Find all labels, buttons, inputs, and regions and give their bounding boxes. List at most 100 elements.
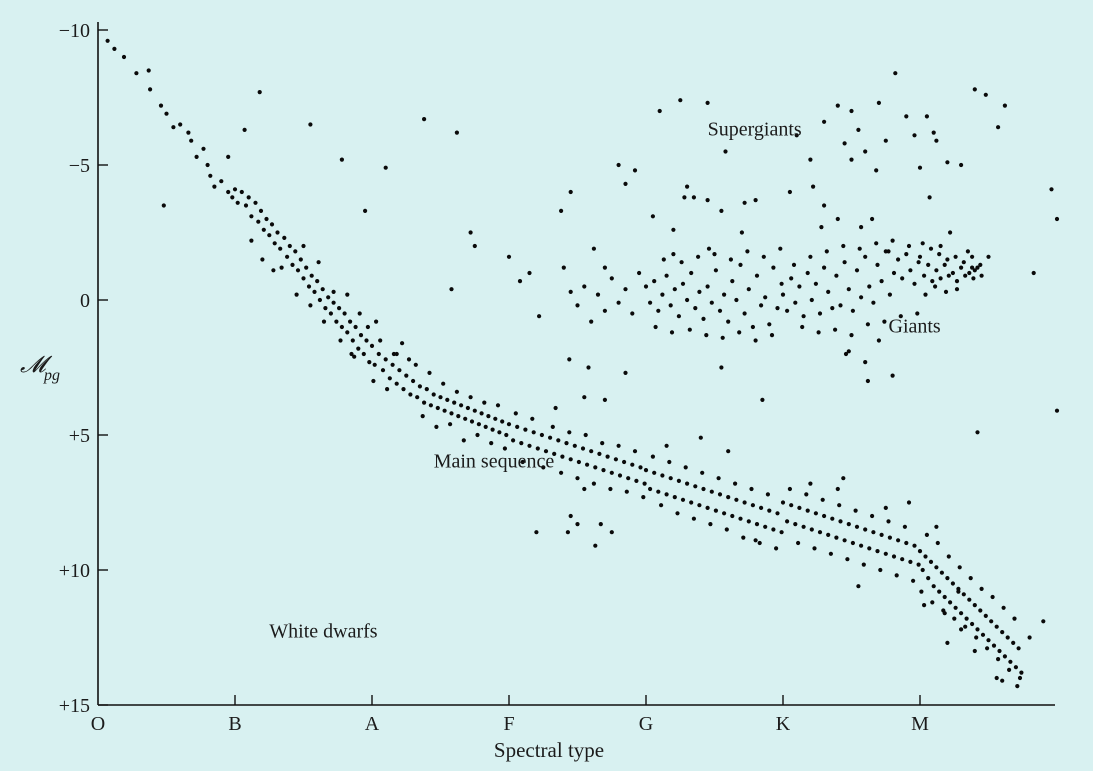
star-point <box>890 238 895 243</box>
star-point <box>431 392 436 397</box>
star-point <box>1008 659 1013 664</box>
star-point <box>972 648 977 654</box>
star-point <box>680 281 686 286</box>
star-point <box>908 268 913 273</box>
star-point <box>883 505 888 510</box>
star-point <box>401 387 406 392</box>
star-point <box>771 527 776 532</box>
star-point <box>953 605 958 610</box>
star-point <box>834 273 839 278</box>
star-point <box>664 492 669 497</box>
star-point <box>680 497 686 502</box>
region-label: Main sequence <box>434 450 555 472</box>
star-point <box>849 108 854 114</box>
star-point <box>874 168 879 173</box>
star-point <box>342 311 347 316</box>
star-point <box>878 567 883 573</box>
star-point <box>708 522 713 527</box>
star-point <box>849 157 854 162</box>
star-point <box>219 179 224 184</box>
star-point <box>339 157 344 162</box>
star-point <box>1016 646 1021 651</box>
star-point <box>930 279 935 284</box>
star-point <box>689 500 694 505</box>
star-point <box>301 243 306 249</box>
star-point <box>519 441 524 446</box>
x-tick-label: F <box>503 713 514 735</box>
star-point <box>602 265 608 270</box>
star-point <box>657 108 662 114</box>
star-point <box>320 287 325 292</box>
star-point <box>954 287 960 292</box>
star-point <box>483 424 488 429</box>
star-point <box>675 511 680 516</box>
star-point <box>713 268 719 273</box>
star-point <box>364 338 369 343</box>
star-point <box>230 195 235 200</box>
star-point <box>930 600 935 605</box>
star-point <box>956 589 961 594</box>
star-point <box>490 427 495 432</box>
star-point <box>339 324 344 330</box>
star-point <box>589 319 594 324</box>
star-point <box>867 284 872 289</box>
star-point <box>461 438 466 443</box>
star-point <box>975 430 980 435</box>
star-point <box>859 543 864 548</box>
star-point <box>723 149 728 154</box>
star-point <box>883 551 888 556</box>
star-point <box>422 117 427 122</box>
star-point <box>817 311 823 316</box>
star-point <box>908 559 913 565</box>
star-point <box>959 627 964 632</box>
star-point <box>959 162 964 168</box>
star-point <box>974 635 979 640</box>
x-tick-label: O <box>91 713 105 735</box>
star-point <box>742 200 747 205</box>
star-point <box>568 189 573 195</box>
star-point <box>920 567 925 573</box>
star-point <box>561 265 566 270</box>
star-point <box>812 546 817 551</box>
star-point <box>1000 678 1005 683</box>
star-point <box>258 208 264 213</box>
star-point <box>754 273 760 278</box>
star-point <box>1002 654 1008 659</box>
star-point <box>1017 675 1023 681</box>
star-point <box>693 306 698 311</box>
star-point <box>583 432 588 438</box>
star-point <box>400 341 405 346</box>
star-point <box>282 235 287 240</box>
star-point <box>946 273 951 278</box>
star-point <box>730 279 735 284</box>
star-point <box>205 162 210 168</box>
star-point <box>575 522 580 527</box>
star-point <box>882 319 887 324</box>
star-point <box>664 273 669 278</box>
star-point <box>733 481 738 486</box>
star-point <box>946 554 951 559</box>
star-point <box>1019 670 1024 675</box>
star-point <box>622 459 627 465</box>
star-point <box>517 279 523 284</box>
star-point <box>449 411 454 416</box>
star-point <box>656 489 661 494</box>
star-point <box>246 195 251 200</box>
star-point <box>295 268 301 273</box>
star-point <box>353 324 358 330</box>
star-point <box>845 557 850 562</box>
star-point <box>800 324 805 330</box>
star-point <box>523 427 528 432</box>
star-point <box>428 403 433 408</box>
star-point <box>371 378 376 384</box>
svg-text:pg: pg <box>43 367 60 384</box>
star-point <box>778 246 783 251</box>
star-point <box>875 262 880 267</box>
star-point <box>264 216 269 222</box>
star-point <box>822 265 827 270</box>
star-point <box>272 241 277 246</box>
star-point <box>454 130 459 135</box>
star-point <box>835 486 840 492</box>
star-point <box>767 322 772 327</box>
star-point <box>617 473 623 478</box>
